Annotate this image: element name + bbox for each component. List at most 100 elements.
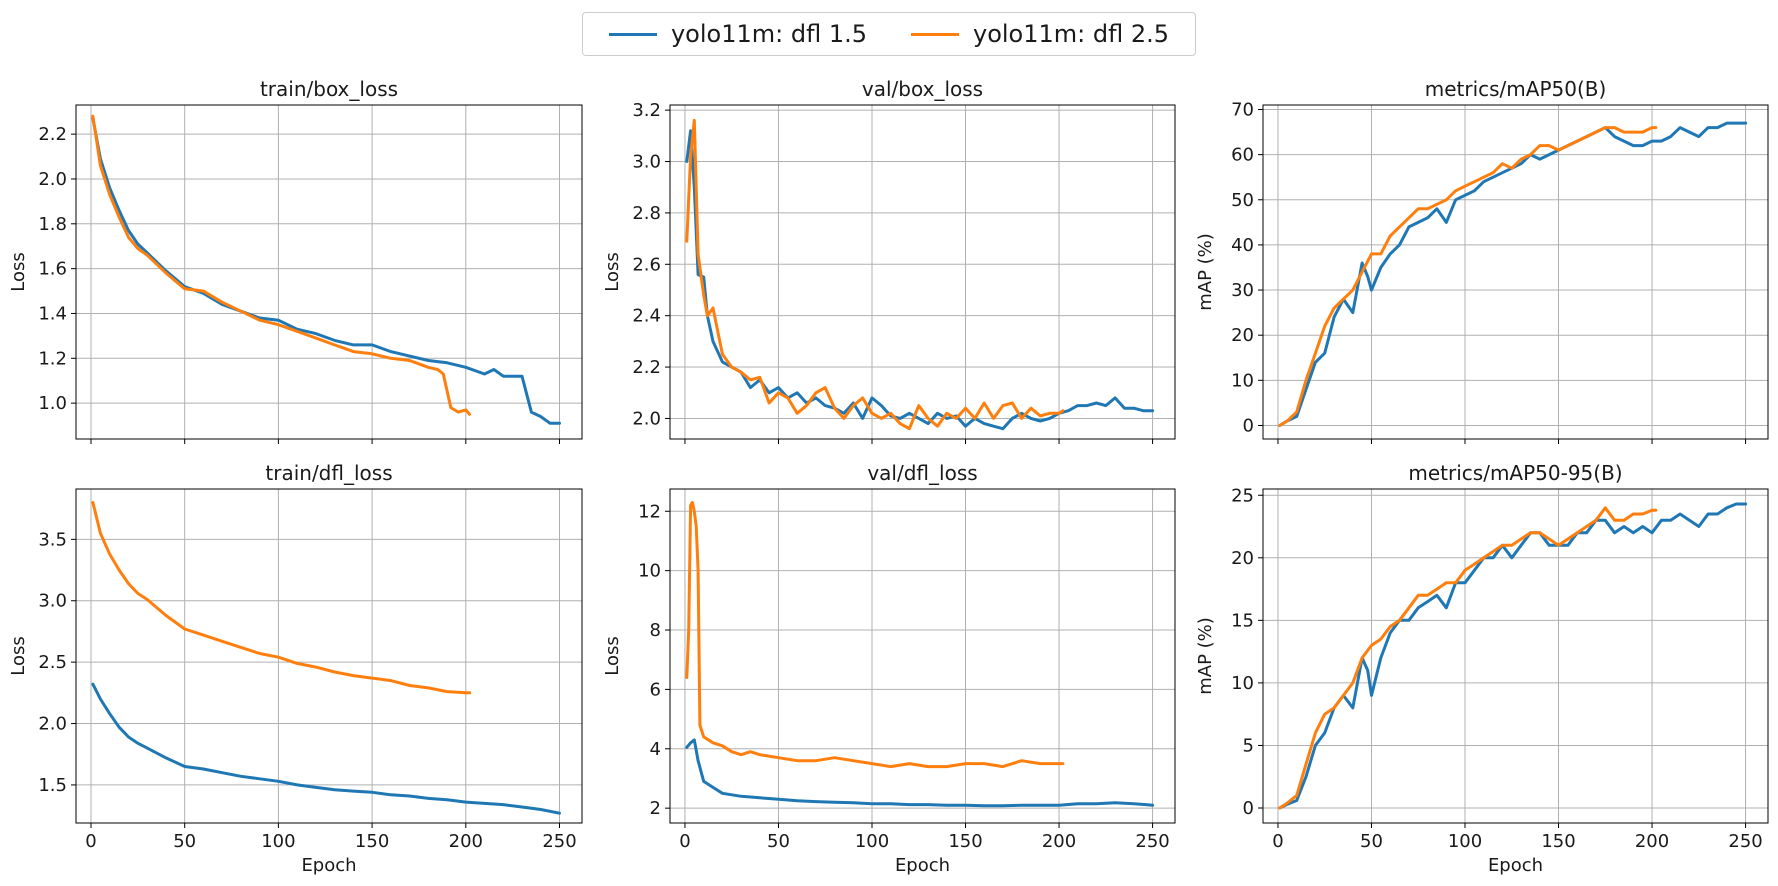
x-tick-label: 150: [948, 831, 982, 852]
y-axis-label: Loss: [8, 252, 29, 291]
subplot-train-dfl-loss: 0 50 100 150 200 250 1.5 2.0 2.5 3.0 3.5 train/dfl_…: [8, 461, 583, 876]
x-tick-label: 200: [1635, 831, 1669, 852]
x-axis-label: Epoch: [895, 855, 950, 876]
x-tick-label: 200: [1042, 831, 1076, 852]
series-line-yolo11m-dfl-2-5: [1278, 506, 1658, 810]
y-axis-label: Loss: [602, 636, 623, 675]
legend-entry-dfl-1-5: yolo11m: dfl 1.5: [608, 20, 867, 48]
y-tick-label: 25: [1231, 485, 1254, 506]
y-tick-label: 2: [650, 798, 661, 819]
legend-swatch-dfl-2-5: [911, 32, 959, 36]
subplot-metrics-map50-95-b: 0 50 100 150 200 250 0 5 10 15 20 25 metrics/mAP50-9…: [1195, 461, 1769, 876]
legend-swatch-dfl-1-5: [608, 32, 657, 36]
y-tick-label: 3.0: [38, 591, 67, 612]
y-tick-label: 4: [650, 739, 661, 760]
series-line-yolo11m-dfl-2-5: [685, 118, 1065, 431]
y-tick-label: 10: [1231, 370, 1254, 391]
subplot-title: train/box_loss: [260, 77, 398, 101]
x-tick-label: 50: [173, 831, 196, 852]
y-tick-label: 3.5: [38, 529, 67, 550]
y-tick-label: 20: [1231, 548, 1254, 569]
series-line-yolo11m-dfl-2-5: [91, 114, 472, 416]
y-tick-label: 2.4: [632, 306, 661, 327]
series-line-yolo11m-dfl-1-5: [91, 682, 561, 815]
subplot-metrics-map50-b: 0 10 20 30 40 50 60 70 metrics/mAP50(B) mAP (%): [1195, 77, 1769, 444]
y-tick-label: 1.4: [38, 303, 67, 324]
y-tick-label: 60: [1231, 145, 1254, 166]
x-tick-label: 150: [1541, 831, 1575, 852]
series-line-yolo11m-dfl-2-5: [91, 501, 472, 695]
y-tick-label: 2.8: [632, 203, 661, 224]
series-line-yolo11m-dfl-1-5: [1278, 121, 1748, 427]
subplot-title: val/dfl_loss: [867, 461, 977, 485]
y-tick-label: 0: [1243, 798, 1254, 819]
axes-frame: [75, 104, 583, 440]
y-tick-label: 1.6: [38, 259, 67, 280]
x-tick-label: 100: [1448, 831, 1482, 852]
y-tick-label: 10: [638, 561, 661, 582]
axes-frame: [669, 488, 1176, 824]
y-tick-label: 3.2: [632, 100, 661, 121]
y-tick-label: 2.2: [38, 124, 67, 145]
subplot-title: train/dfl_loss: [265, 461, 392, 485]
y-axis-label: mAP (%): [1195, 233, 1216, 311]
y-tick-label: 1.8: [38, 214, 67, 235]
y-tick-label: 15: [1231, 610, 1254, 631]
x-tick-label: 0: [1272, 831, 1283, 852]
y-tick-label: 0: [1243, 415, 1254, 436]
y-tick-label: 8: [650, 620, 661, 641]
y-tick-label: 2.0: [38, 169, 67, 190]
y-tick-label: 70: [1231, 100, 1254, 121]
y-tick-label: 2.5: [38, 652, 67, 673]
y-tick-label: 3.0: [632, 152, 661, 173]
x-tick-label: 50: [767, 831, 790, 852]
x-tick-label: 100: [261, 831, 295, 852]
y-tick-label: 2.0: [632, 408, 661, 429]
y-tick-label: 20: [1231, 325, 1254, 346]
y-tick-label: 6: [650, 679, 661, 700]
x-tick-label: 250: [542, 831, 576, 852]
x-axis-label: Epoch: [301, 855, 356, 876]
x-axis-label: Epoch: [1488, 855, 1543, 876]
legend: yolo11m: dfl 1.5 yolo11m: dfl 2.5: [582, 12, 1196, 56]
x-tick-label: 50: [1360, 831, 1383, 852]
y-tick-label: 2.2: [632, 357, 661, 378]
y-tick-label: 30: [1231, 280, 1254, 301]
series-line-yolo11m-dfl-1-5: [1278, 502, 1748, 810]
y-tick-label: 2.6: [632, 254, 661, 275]
x-tick-label: 200: [449, 831, 483, 852]
y-tick-label: 2.0: [38, 714, 67, 735]
series-line-yolo11m-dfl-1-5: [685, 738, 1155, 808]
x-tick-label: 0: [85, 831, 96, 852]
axes-frame: [669, 104, 1176, 440]
series-line-yolo11m-dfl-2-5: [685, 500, 1065, 769]
series-line-yolo11m-dfl-1-5: [91, 116, 561, 425]
y-axis-label: mAP (%): [1195, 617, 1216, 695]
y-tick-label: 5: [1243, 735, 1254, 756]
subplot-title: metrics/mAP50-95(B): [1408, 461, 1622, 485]
series-line-yolo11m-dfl-2-5: [1278, 126, 1658, 427]
axes-frame: [75, 488, 583, 824]
subplot-title: val/box_loss: [862, 77, 983, 101]
y-axis-label: Loss: [8, 636, 29, 675]
x-tick-label: 150: [355, 831, 389, 852]
x-tick-label: 250: [1135, 831, 1169, 852]
y-tick-label: 50: [1231, 190, 1254, 211]
legend-label-dfl-2-5: yolo11m: dfl 2.5: [973, 20, 1170, 48]
y-tick-label: 1.0: [38, 393, 67, 414]
y-tick-label: 1.2: [38, 348, 67, 369]
subplot-train-box-loss: 1.0 1.2 1.4 1.6 1.8 2.0 2.2 train/box_loss Loss: [8, 77, 583, 444]
y-tick-label: 12: [638, 501, 661, 522]
series-line-yolo11m-dfl-1-5: [685, 129, 1155, 431]
legend-label-dfl-1-5: yolo11m: dfl 1.5: [670, 20, 867, 48]
y-tick-label: 40: [1231, 235, 1254, 256]
axes-frame: [1262, 104, 1769, 440]
subplot-title: metrics/mAP50(B): [1425, 77, 1607, 101]
subplot-val-box-loss: 2.0 2.2 2.4 2.6 2.8 3.0 3.2 val/box_loss Loss: [602, 77, 1176, 444]
x-tick-label: 250: [1728, 831, 1762, 852]
subplot-val-dfl-loss: 0 50 100 150 200 250 2 4 6 8 10 12 val/dfl_loss Loss E…: [602, 461, 1176, 876]
x-tick-label: 100: [855, 831, 889, 852]
y-tick-label: 10: [1231, 673, 1254, 694]
y-axis-label: Loss: [602, 252, 623, 291]
